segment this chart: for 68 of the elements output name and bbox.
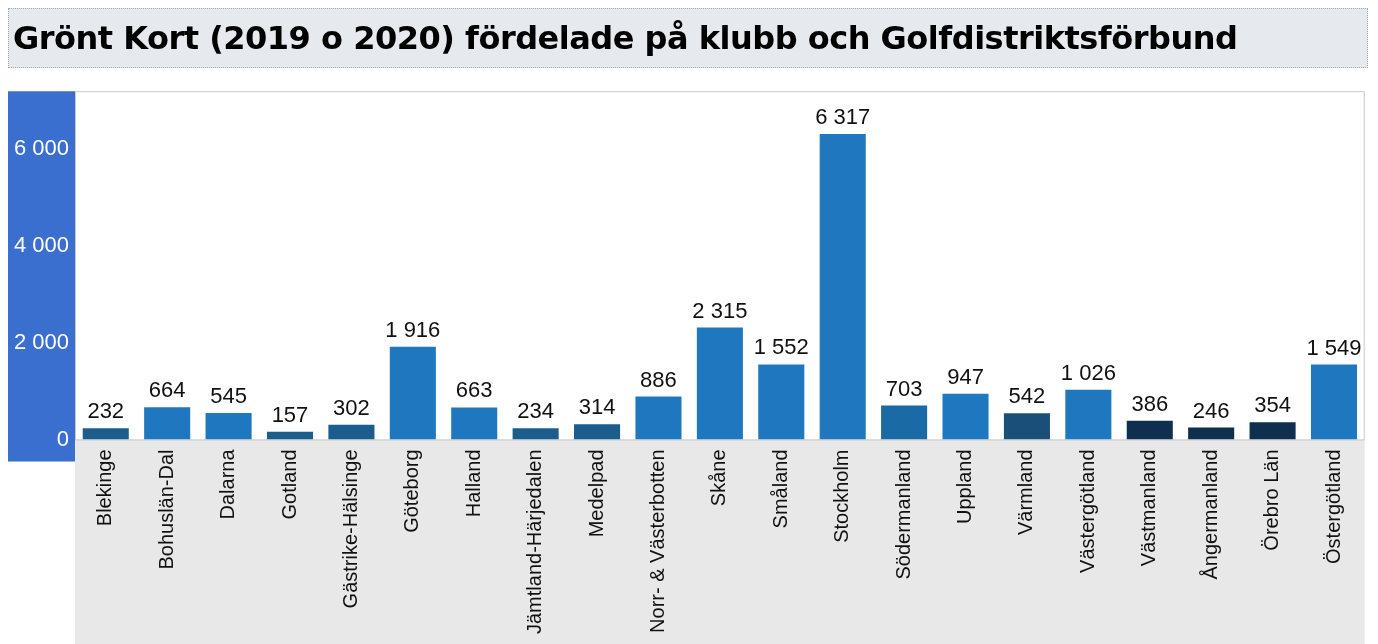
data-label: 545 (210, 383, 247, 409)
x-tick-label: Jämtland-Härjedalen (523, 449, 546, 635)
bar (1310, 364, 1358, 440)
x-tick-label: Uppland (953, 449, 976, 524)
data-label: 1 026 (1060, 359, 1116, 385)
data-label: 232 (87, 398, 125, 424)
bar (696, 327, 743, 440)
x-tick-label: Dalarna (216, 448, 239, 520)
x-tick-label: Östergötland (1321, 449, 1344, 564)
data-label: 302 (333, 394, 370, 420)
x-tick-label: Göteborg (400, 449, 423, 533)
bar (1065, 389, 1112, 440)
x-tick-label: Norr- & Västerbotten (645, 449, 668, 633)
data-label: 234 (517, 398, 554, 424)
data-label: 2 315 (692, 297, 748, 323)
x-tick-label: Gästrike-Hälsinge (338, 449, 361, 609)
x-tick-label: Västmanland (1137, 449, 1160, 567)
bar (1003, 413, 1050, 440)
y-tick-label: 2 000 (13, 328, 70, 354)
x-tick-label: Södermanland (891, 449, 914, 580)
data-label: 703 (885, 375, 923, 401)
bar (389, 346, 436, 440)
data-label: 663 (455, 377, 493, 403)
data-label: 886 (640, 366, 677, 392)
bar (819, 133, 866, 440)
bar (942, 393, 989, 440)
bar (635, 396, 682, 440)
x-tick-label: Blekinge (93, 449, 116, 527)
x-tick-label: Småland (768, 449, 791, 529)
data-label: 157 (271, 401, 309, 427)
x-tick-label: Medelpad (584, 449, 607, 538)
x-tick-label: Halland (461, 449, 484, 518)
bar (328, 424, 375, 440)
data-label: 246 (1192, 397, 1230, 423)
bar (205, 413, 252, 440)
bar (512, 428, 559, 440)
bar (1126, 420, 1173, 440)
data-label: 542 (1008, 383, 1046, 409)
data-label: 947 (947, 363, 984, 389)
x-tick-label: Värmland (1014, 449, 1037, 536)
x-tick-label: Ångermanland (1198, 449, 1221, 580)
data-label: 1 552 (753, 334, 809, 360)
data-label: 1 549 (1306, 334, 1362, 360)
bar (758, 364, 805, 440)
data-label: 354 (1254, 392, 1291, 418)
bar (82, 428, 129, 440)
data-label: 314 (578, 394, 616, 420)
x-tick-label: Örebro Län (1260, 449, 1283, 551)
data-label: 664 (148, 377, 186, 403)
chart-title: Grönt Kort (2019 o 2020) fördelade på klubb och Golfdistriktsförbund (8, 8, 1368, 68)
bar (574, 424, 621, 440)
x-tick-label: Bohuslän-Dal (154, 449, 177, 570)
bar (881, 405, 928, 440)
data-label: 6 317 (815, 103, 871, 129)
y-tick-label: 0 (56, 425, 70, 451)
x-tick-label: Västergötland (1075, 449, 1098, 573)
bar (1188, 427, 1235, 440)
bar (1249, 422, 1296, 440)
bar (266, 431, 314, 440)
x-tick-label: Gotland (277, 449, 300, 520)
data-label: 1 916 (385, 316, 441, 342)
bar (451, 407, 498, 440)
y-tick-label: 6 000 (13, 135, 70, 161)
data-label: 386 (1131, 390, 1169, 416)
x-tick-label: Stockholm (830, 449, 853, 543)
y-tick-label: 4 000 (13, 232, 70, 258)
bar (144, 407, 191, 440)
x-tick-label: Skåne (707, 449, 730, 507)
